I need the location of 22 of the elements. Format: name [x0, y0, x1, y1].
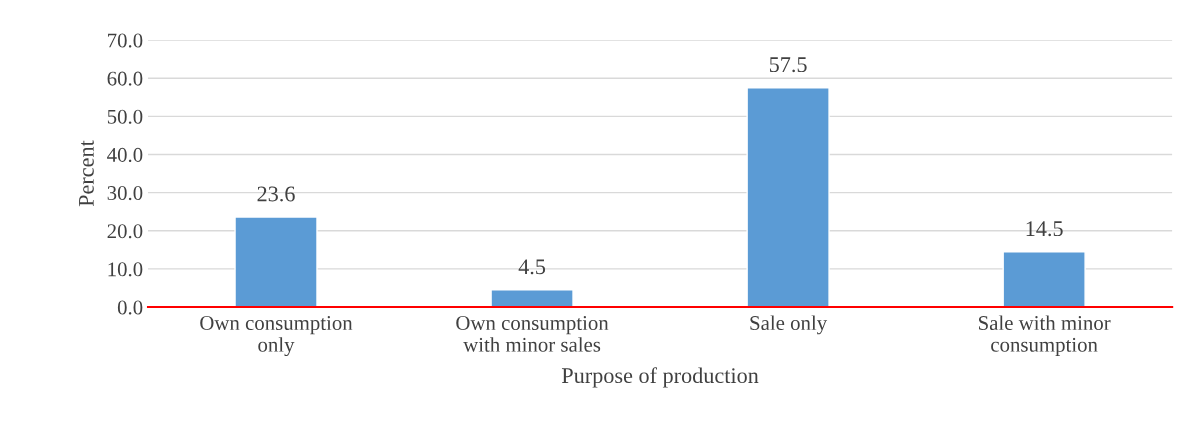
- y-tick-label: 70.0: [108, 33, 143, 48]
- x-tick-label: Own consumption with minor sales: [456, 316, 609, 352]
- y-tick-label: 10.0: [108, 262, 143, 277]
- y-tick-label: 40.0: [107, 147, 143, 162]
- y-tick-label: 0.0: [117, 300, 143, 315]
- x-tick-label: Own consumption only: [200, 316, 353, 357]
- y-tick-label: 20.0: [107, 224, 143, 239]
- bar: [490, 289, 574, 308]
- bar: [1002, 251, 1086, 308]
- bar: [746, 87, 830, 308]
- y-tick-label: 50.0: [107, 109, 143, 124]
- x-tick-label: Sale only: [750, 315, 828, 335]
- x-axis-title: Purpose of production: [561, 367, 759, 388]
- data-label: 4.5: [518, 259, 546, 275]
- y-axis-title: Percent: [79, 140, 94, 207]
- y-tick-label: 30.0: [107, 186, 143, 201]
- y-tick-label: 60.0: [107, 71, 143, 86]
- bar: [234, 216, 318, 308]
- data-label: 14.5: [1026, 221, 1063, 237]
- x-tick-label: Sale with minor consumption: [978, 315, 1111, 357]
- data-label: 57.5: [769, 57, 807, 73]
- data-label: 23.6: [257, 186, 295, 202]
